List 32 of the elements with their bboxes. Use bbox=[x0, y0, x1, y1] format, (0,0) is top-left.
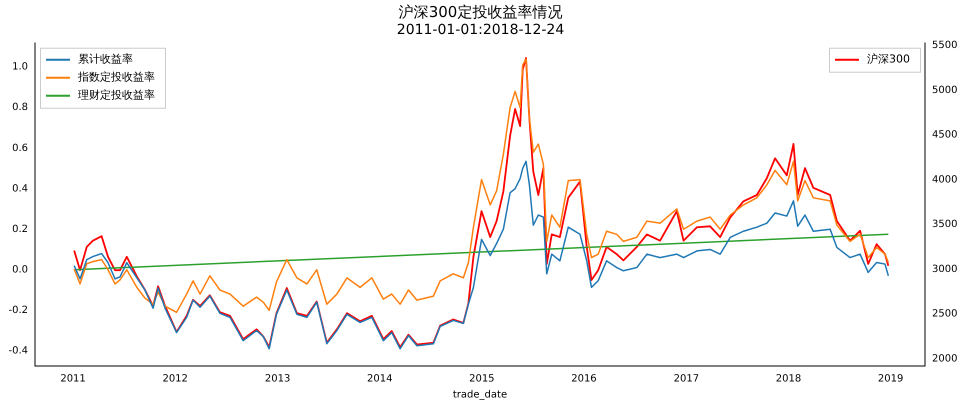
y2-tick-label: 4500 bbox=[932, 130, 958, 141]
y-tick-label: 0.2 bbox=[12, 224, 28, 235]
x-tick-label: 2013 bbox=[264, 374, 290, 385]
legend-label: 沪深300 bbox=[867, 52, 910, 66]
chart-subtitle: 2011-01-01:2018-12-24 bbox=[396, 22, 564, 38]
x-tick-label: 2019 bbox=[878, 374, 904, 385]
y2-tick-label: 3000 bbox=[932, 264, 958, 275]
x-tick-label: 2011 bbox=[60, 374, 86, 385]
y-tick-label: -0.2 bbox=[8, 304, 28, 316]
y-tick-label: 0.4 bbox=[12, 183, 28, 194]
x-axis-title: trade_date bbox=[452, 390, 508, 401]
x-tick-label: 2015 bbox=[469, 374, 495, 385]
y-tick-label: 0.6 bbox=[12, 142, 28, 154]
y2-tick-label: 5500 bbox=[932, 40, 958, 52]
y2-tick-label: 4000 bbox=[932, 174, 958, 186]
chart-title: 沪深300定投收益率情况 bbox=[398, 2, 562, 21]
y-tick-label: 0.8 bbox=[12, 102, 28, 114]
y2-tick-label: 3500 bbox=[932, 219, 958, 230]
y2-tick-label: 2000 bbox=[932, 353, 958, 364]
y-tick-label: 0.0 bbox=[12, 264, 28, 276]
legend-label: 累计收益率 bbox=[78, 52, 133, 66]
legend-label: 理财定投收益率 bbox=[78, 88, 155, 102]
legend-label: 指数定投收益率 bbox=[77, 70, 155, 84]
x-tick-label: 2017 bbox=[674, 374, 700, 385]
x-tick-label: 2016 bbox=[571, 374, 597, 385]
y2-tick-label: 2500 bbox=[932, 308, 958, 320]
y-tick-label: -0.4 bbox=[8, 345, 28, 356]
x-tick-label: 2018 bbox=[776, 374, 802, 385]
y2-tick-label: 5000 bbox=[932, 84, 958, 96]
x-tick-label: 2012 bbox=[162, 374, 188, 385]
x-tick-label: 2014 bbox=[366, 374, 392, 385]
y-tick-label: 1.0 bbox=[12, 62, 28, 73]
